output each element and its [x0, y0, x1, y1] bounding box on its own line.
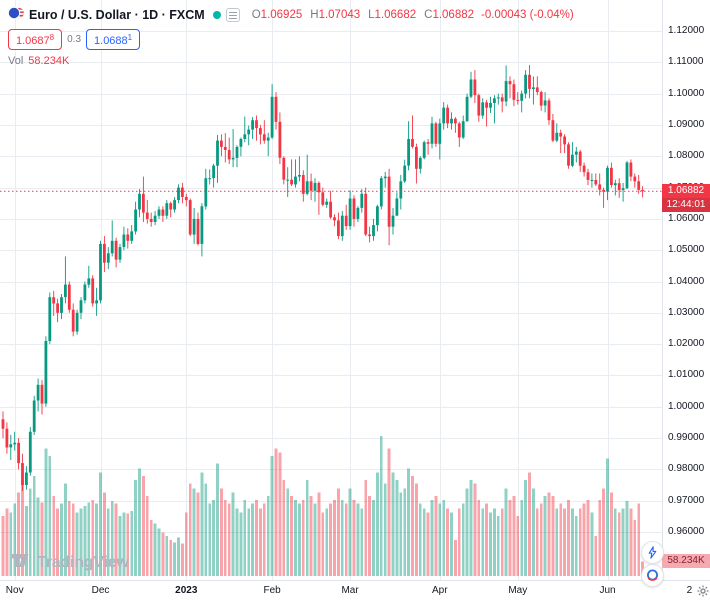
time-axis-label: Feb [263, 585, 281, 596]
volume-axis-tag: 58.234K [662, 554, 710, 569]
price-axis-label: 1.01000 [668, 369, 705, 381]
tradingview-logo-text: TradingView [37, 554, 129, 571]
high-label: H [310, 9, 319, 21]
time-axis-settings-gear-icon[interactable] [697, 584, 709, 600]
time-axis-label: Nov [5, 585, 24, 596]
tradingview-logo[interactable]: TradingView [10, 550, 129, 576]
price-axis-label: 1.09000 [668, 118, 705, 130]
price-axis-label: 1.02000 [668, 338, 705, 350]
sell-price-button[interactable]: 1.06878 [8, 29, 63, 50]
time-axis-label: Mar [341, 585, 359, 596]
open-value: 1.06925 [260, 9, 303, 21]
price-axis-label: 1.00000 [668, 400, 705, 412]
time-axis-label: Dec [91, 585, 110, 596]
price-axis-label: 1.05000 [668, 244, 705, 256]
lightning-bolt-icon [648, 546, 657, 559]
candles-layer [1, 65, 644, 492]
price-axis-label: 1.12000 [668, 25, 705, 36]
bar-countdown: 12:44:01 [662, 198, 710, 213]
buy-price-button[interactable]: 1.06881 [86, 29, 141, 50]
time-axis-label: 2 [686, 585, 693, 596]
instant-trading-button[interactable] [641, 541, 664, 564]
price-axis-label: 0.98000 [668, 463, 705, 475]
time-axis-label: Jun [599, 585, 616, 596]
volume-value: 58.234K [28, 55, 70, 67]
spread-value: 0.3 [67, 34, 82, 45]
time-axis-label: Apr [432, 585, 448, 596]
close-value: 1.06882 [432, 9, 475, 21]
tradingview-logo-mark-icon [10, 550, 31, 576]
ohlc-values: O1.06925 H1.07043 L1.06682 C1.06882 [252, 9, 474, 21]
chart-legend: Euro / U.S. Dollar · 1D · FXCM O1.06925 … [7, 5, 574, 67]
last-price-value: 1.06882 [662, 184, 710, 199]
low-value: 1.06682 [374, 9, 417, 21]
price-axis-label: 1.10000 [668, 87, 705, 99]
price-axis-label: 1.08000 [668, 150, 705, 162]
legend-menu-icon[interactable] [225, 8, 240, 22]
blue-red-ring-icon [647, 569, 658, 581]
last-price-tag: 1.06882 12:44:01 [662, 184, 710, 213]
time-axis-label: 2023 [175, 585, 198, 596]
high-value: 1.07043 [318, 9, 361, 21]
time-axis[interactable]: Nov Dec 2023 Feb Mar Apr May Jun 2 [0, 580, 710, 600]
price-axis-label: 1.06000 [668, 212, 705, 224]
price-axis[interactable]: 1.120001.110001.100001.090001.080001.070… [662, 0, 710, 580]
price-axis-label: 0.97000 [668, 494, 705, 506]
change-value: -0.00043 (-0.04%) [481, 9, 574, 21]
close-label: C [424, 9, 433, 21]
currency-pair-icon [7, 5, 25, 26]
open-label: O [251, 9, 261, 21]
broker-award-button[interactable] [641, 564, 664, 587]
symbol-title[interactable]: Euro / U.S. Dollar · 1D · FXCM [29, 8, 205, 22]
market-open-dot-icon [212, 11, 221, 19]
grid-layer [0, 0, 662, 580]
price-axis-label: 1.03000 [668, 306, 705, 318]
volume-label: Vol [8, 55, 24, 67]
volume-layer [1, 436, 644, 577]
low-label: L [368, 9, 375, 21]
time-axis-label: May [508, 585, 528, 596]
price-axis-label: 0.96000 [668, 526, 705, 537]
price-axis-label: 1.04000 [668, 275, 705, 287]
price-axis-label: 0.99000 [668, 432, 705, 444]
price-axis-label: 1.11000 [668, 56, 704, 68]
